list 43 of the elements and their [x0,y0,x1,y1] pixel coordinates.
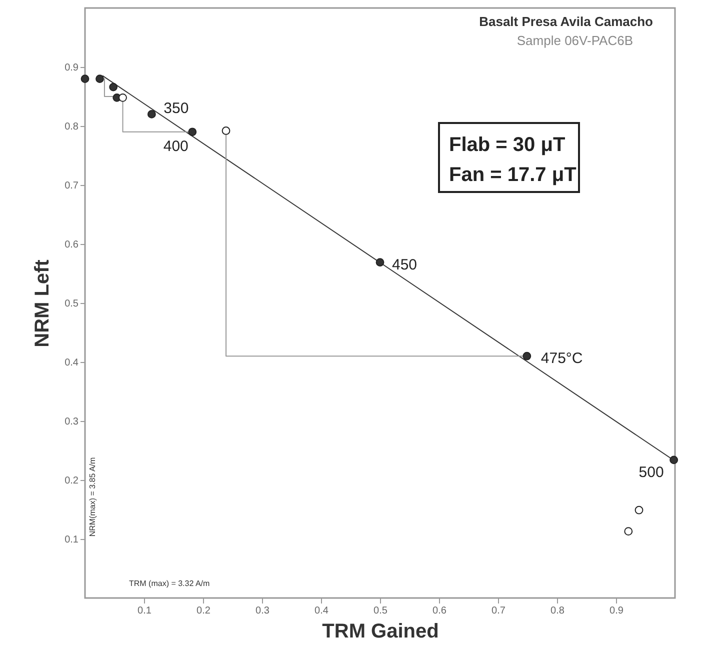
x-tick-label: 0.7 [492,606,506,616]
x-tick-label: 0.4 [314,606,329,616]
text: Sample 06V-PAC6B [516,33,633,48]
y-tick-label: 0.4 [64,358,79,368]
x-tick-label: 0.9 [610,606,624,616]
y-tick-label: 0.8 [64,122,79,132]
x-tick-label: 0.3 [256,606,270,616]
y-tick-label: 0.7 [64,180,79,192]
point [118,93,127,102]
annotation: Flab = 30 μT [449,134,566,156]
annotation: 500 [638,464,664,481]
annotation: TRM (max) = 3.32 A/m [129,579,210,588]
annotation: 450 [392,256,418,274]
point [109,82,118,92]
x-axis-title: TRM Gained [322,620,439,642]
annotation: NRM(max) = 3.85 A/m [88,456,97,537]
point [522,352,532,360]
annotation: Fan = 17.7 μT [449,164,576,186]
point [80,74,90,83]
point [376,258,384,266]
y-tick-label: 0.6 [64,240,79,250]
x-tick-label: 0.8 [550,606,565,616]
x-tick-label: 0.2 [196,606,211,616]
point [96,74,104,83]
point [670,456,678,464]
y-tick-label: 0.5 [64,298,79,310]
y-tick-label: 0.9 [64,62,79,74]
x-tick-label: 0.5 [374,606,388,616]
point [634,506,644,514]
chart-title: Basalt Presa Avila Camacho [479,14,654,29]
point [624,527,633,536]
annotation: 400 [163,138,188,155]
y-tick-label: 0.3 [64,416,79,428]
x-tick-label: 0.6 [432,606,447,616]
x-tick-label: 0.1 [138,606,152,616]
y-tick-label: 0.2 [64,476,79,486]
point [188,128,197,136]
y-tick-label: 0.1 [64,534,79,546]
point [147,110,156,118]
annotation: 350 [164,100,189,118]
y-axis-title: NRM Left [32,259,54,348]
point [222,126,230,135]
annotation: 475°C [540,350,583,368]
